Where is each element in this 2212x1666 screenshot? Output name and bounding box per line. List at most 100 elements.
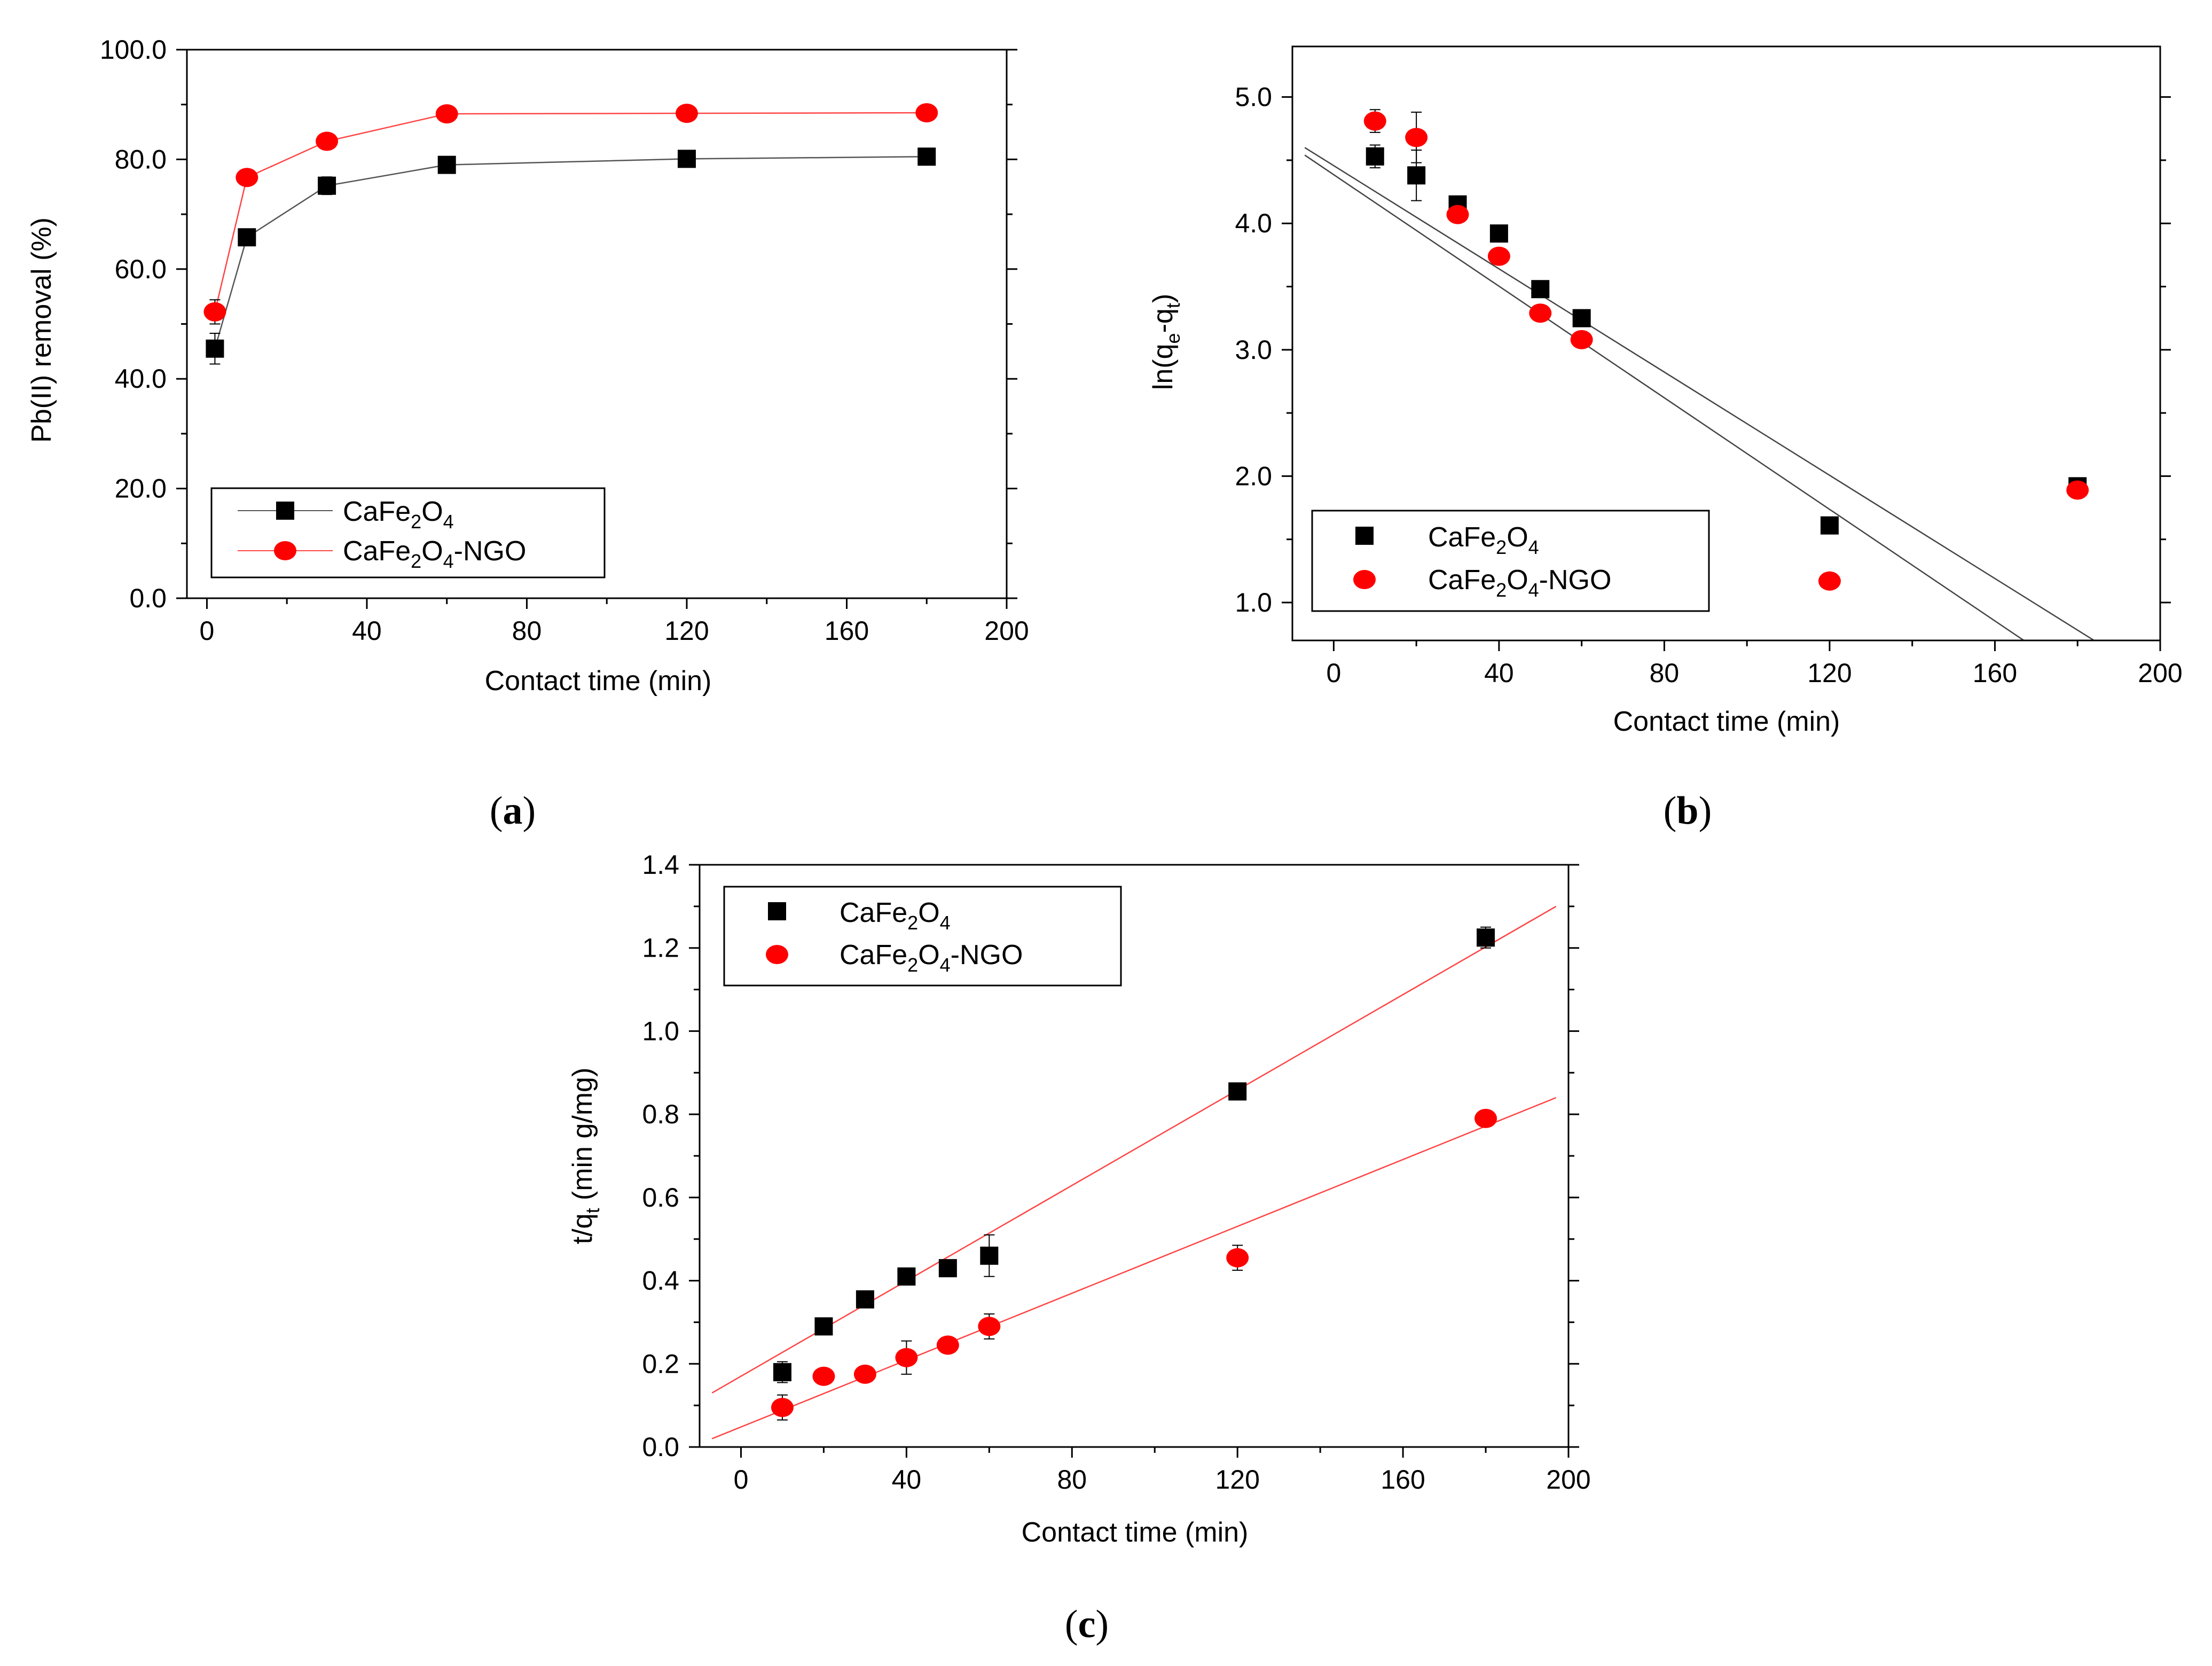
y-tick-label: 0.4 [642,1266,679,1296]
series-cafe2o4-ngo-point [812,1366,835,1386]
panel-c-legend-marker-2 [766,945,788,964]
series-cafe2o4-point [1531,280,1550,299]
y-tick-label: 20.0 [115,474,167,504]
panel-b-y-axis-title: ln(qe-qt) [1148,294,1184,390]
series-cafe2o4-ngo-point [1363,111,1386,131]
y-tick-label: 2.0 [1235,461,1272,491]
panel-c-plot-area [711,905,1557,1440]
panel-b-plot-area [1304,109,2095,640]
ylabel-part: -q [1148,308,1179,333]
legend-label-part: CaFe [1428,522,1496,553]
x-tick-label: 200 [984,616,1029,646]
series-cafe2o4-ngo-point [203,302,226,322]
series-cafe2o4-line [214,156,927,349]
series-cafe2o4-ngo-line [214,112,927,312]
legend-label-sub: 4 [443,511,454,533]
series-cafe2o4-point [917,147,936,166]
panel-b-legend-label-1: CaFe2O4 [1428,522,1539,558]
x-tick-label: 40 [1484,658,1514,688]
series-cafe2o4-ngo-point [915,103,938,123]
x-tick-label: 40 [352,616,382,646]
panel-a-plot-area [203,103,938,365]
legend-label-sub: 4 [1528,579,1539,601]
panel-c-legend-marker-1 [768,902,786,920]
panel-a-x-axis-title: Contact time (min) [485,666,712,697]
panel-a-caption: (a) [490,789,536,833]
series-cafe2o4-ngo-point [1405,128,1428,147]
legend-label-part: CaFe [1428,565,1496,596]
fit-line-2 [1304,154,2025,640]
ylabel-part: t/q [567,1214,598,1245]
panel-c-y-axis-title: t/qt (min g/mg) [567,1068,603,1245]
panel-c-legend-label-1: CaFe2O4 [840,897,951,934]
ylabel-sub: e [1162,333,1184,343]
legend-label-sub: 4 [940,912,951,934]
series-cafe2o4-ngo-point [771,1398,794,1418]
x-tick-label: 160 [1380,1465,1425,1495]
panel-a-caption-letter: a [503,789,523,833]
y-tick-label: 0.2 [642,1349,679,1379]
x-tick-label: 80 [1057,1465,1087,1495]
legend-label-part: O [918,897,939,928]
ylabel-sub: t [1162,303,1184,308]
ylabel-part: ) [1148,294,1179,303]
legend-label-part: CaFe [343,536,411,567]
panel-c-legend-label-2: CaFe2O4-NGO [840,940,1023,976]
series-cafe2o4-point [206,339,224,358]
legend-label-part: CaFe [343,496,411,527]
panel-c-ticks: 0 40 80 120 160 200 0.0 0.2 0.4 0.6 0.8 1.0 1.2 1.4 [642,850,1590,1495]
panel-b-caption-letter: b [1676,789,1698,833]
series-cafe2o4-point [1820,516,1839,535]
legend-label-part: -NGO [454,536,527,567]
panel-a: 0 40 80 120 160 200 0.0 20.0 40.0 60.0 80.0 100.0 C… [26,35,1029,833]
legend-label-sub: 2 [411,550,421,572]
series-cafe2o4-ngo-point [1226,1248,1249,1268]
panel-b-caption: (b) [1664,789,1712,833]
panel-c-legend: CaFe2O4 CaFe2O4-NGO [723,886,1122,987]
legend-label-sub: 4 [1528,536,1539,558]
panel-b: 0 40 80 120 160 200 1.0 2.0 3.0 4.0 5.0 Contact ti… [1148,45,2183,833]
ylabel-part: (min g/mg) [567,1068,598,1208]
y-tick-label: 0.0 [129,583,167,613]
panel-c-legend-box [723,886,1122,987]
legend-label-part: O [421,496,443,527]
x-tick-label: 0 [200,616,215,646]
panel-c-x-axis-title: Contact time (min) [1022,1517,1249,1548]
series-cafe2o4-point [897,1267,916,1286]
series-cafe2o4-ngo-point [1446,205,1469,224]
series-cafe2o4-point [856,1290,874,1309]
legend-label-part: O [421,536,443,567]
series-cafe2o4-point [1407,166,1426,185]
legend-label-part: O [1507,522,1528,553]
series-cafe2o4-ngo-point [675,104,698,123]
panel-b-legend: CaFe2O4 CaFe2O4-NGO [1311,510,1710,612]
series-cafe2o4-point [238,228,256,247]
x-tick-label: 120 [664,616,709,646]
series-cafe2o4-point [938,1259,957,1278]
legend-label-part: CaFe [840,897,907,928]
series-cafe2o4-point [980,1246,999,1265]
series-cafe2o4-ngo-point [316,131,339,151]
x-tick-label: 200 [1546,1465,1590,1495]
panel-a-legend-label-2: CaFe2O4-NGO [343,536,526,572]
panel-a-legend-marker-2 [274,541,296,560]
series-cafe2o4-ngo-point [936,1335,959,1355]
ylabel-sub: t [582,1208,603,1214]
series-cafe2o4-point [814,1317,833,1336]
panel-b-legend-marker-1 [1355,527,1374,545]
y-tick-label: 1.0 [1235,588,1272,617]
panel-b-legend-label-2: CaFe2O4-NGO [1428,565,1611,601]
series-cafe2o4-ngo-point [435,104,458,124]
y-tick-label: 100.0 [100,35,167,65]
y-tick-label: 1.0 [642,1016,679,1046]
panel-a-y-axis-title: Pb(II) removal (%) [26,217,57,443]
series-cafe2o4-point [1489,224,1508,243]
series-cafe2o4-point [773,1363,791,1381]
legend-label-sub: 2 [1496,579,1507,601]
series-cafe2o4-ngo-point [1474,1108,1497,1128]
x-tick-label: 80 [512,616,542,646]
panel-b-frame [1291,45,2161,642]
legend-label-sub: 4 [940,954,951,976]
legend-label-part: CaFe [840,940,907,971]
